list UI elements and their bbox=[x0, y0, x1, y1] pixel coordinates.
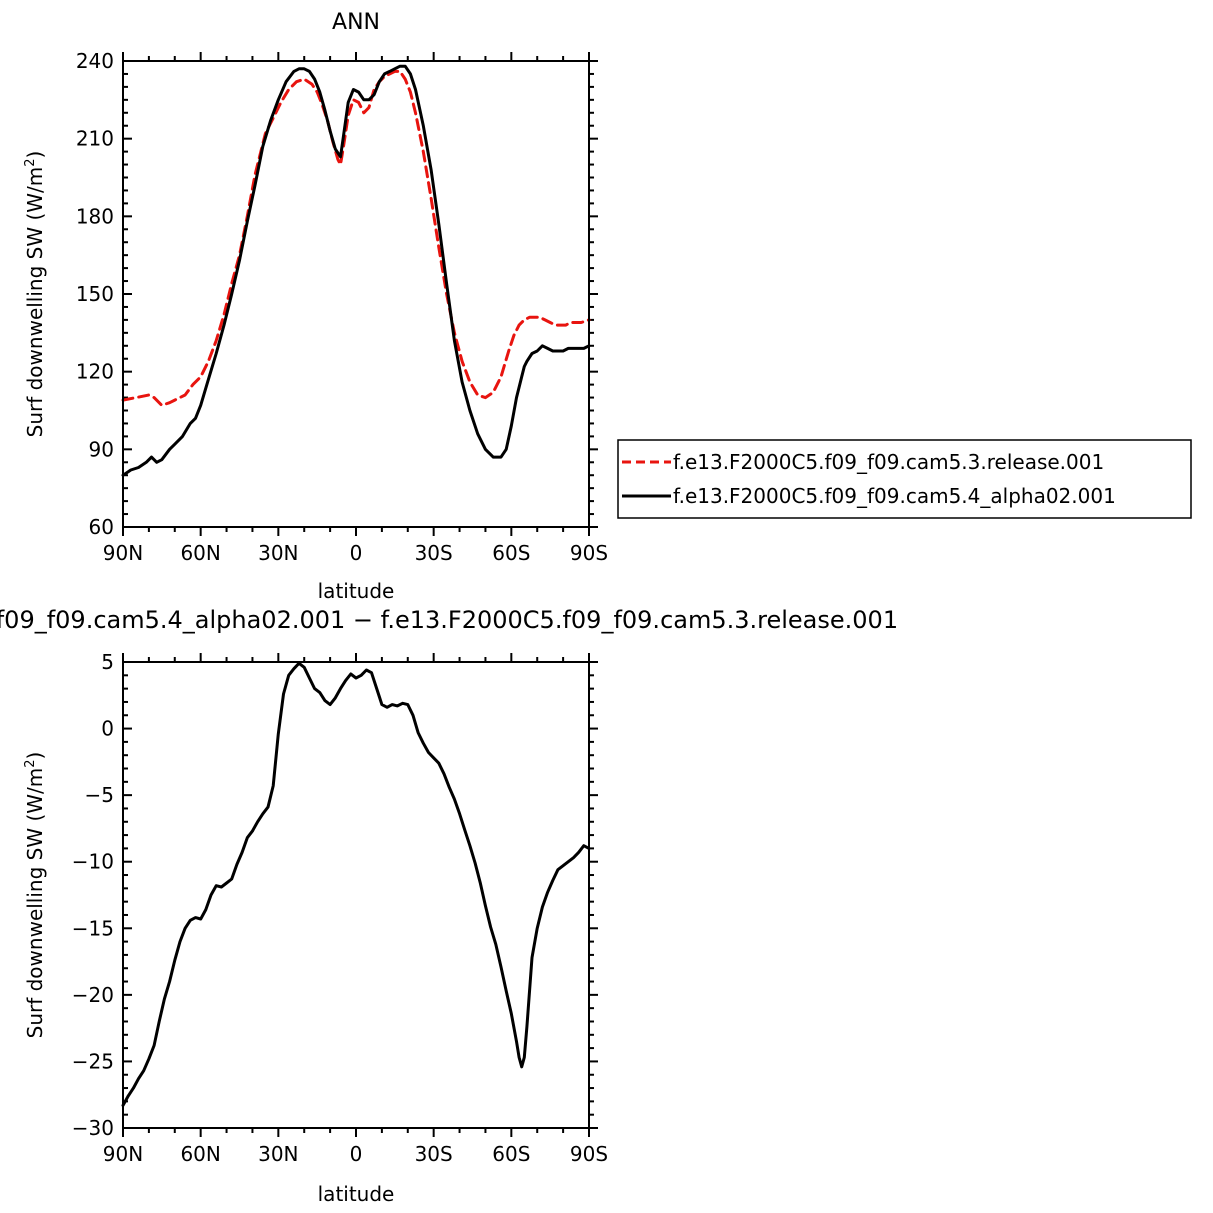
top-y-tick-label-210: 210 bbox=[76, 127, 114, 151]
top-x-tick-label-30s: 30S bbox=[415, 541, 453, 565]
legend: f.e13.F2000C5.f09_f09.cam5.3.release.001… bbox=[617, 439, 1192, 519]
bottom-series-line-difference bbox=[121, 661, 591, 1107]
bottom-y-axis-label: Surf downwelling SW (W/m2) bbox=[23, 752, 47, 1039]
top-x-tick-label-60s: 60S bbox=[492, 541, 530, 565]
bottom-x-tick-label-30n: 30N bbox=[258, 1142, 298, 1166]
top-x-tick-label-0: 0 bbox=[350, 541, 363, 565]
bottom-x-tick-label-0: 0 bbox=[350, 1142, 363, 1166]
bottom-x-tick-label-90n: 90N bbox=[103, 1142, 143, 1166]
top-y-tick-label-90: 90 bbox=[89, 437, 114, 461]
bottom-y-tick-label-30: −30 bbox=[72, 1116, 114, 1140]
bottom-y-tick-label-25: −25 bbox=[72, 1049, 114, 1073]
bottom-series-group bbox=[121, 661, 591, 1107]
bottom-x-tick-label-30s: 30S bbox=[415, 1142, 453, 1166]
bottom-y-tick-label-20: −20 bbox=[72, 983, 114, 1007]
bottom-y-tick-label-5: 5 bbox=[101, 650, 114, 674]
top-panel: ANN latitude Surf downwelling SW (W/m2) … bbox=[23, 10, 608, 603]
top-y-tick-label-240: 240 bbox=[76, 49, 114, 73]
bottom-x-ticks: 90N 60N 30N 0 30S 60S 90S bbox=[103, 653, 608, 1166]
top-chart-title: ANN bbox=[332, 10, 380, 35]
bottom-x-tick-label-90s: 90S bbox=[570, 1142, 608, 1166]
top-series-line-f-e13-f2000c5-f09-f09-cam5-3-release-001 bbox=[121, 69, 591, 407]
top-x-ticks: 90N 60N 30N 0 30S 60S 90S bbox=[103, 52, 608, 565]
top-y-tick-label-150: 150 bbox=[76, 282, 114, 306]
top-y-tick-label-180: 180 bbox=[76, 204, 114, 228]
bottom-x-tick-label-60n: 60N bbox=[180, 1142, 220, 1166]
bottom-panel: f.e13.F2000C5.f09_f09.cam5.4_alpha02.001… bbox=[0, 606, 898, 1206]
bottom-y-tick-label-5: −5 bbox=[85, 783, 114, 807]
top-series-line-f-e13-f2000c5-f09-f09-cam5-4-alpha02-001 bbox=[121, 64, 591, 477]
bottom-y-ticks: 5 0 −5 −10 −15 −20 −25 −30 bbox=[72, 650, 598, 1140]
top-y-tick-label-60: 60 bbox=[89, 515, 114, 539]
bottom-y-tick-label-0: 0 bbox=[101, 717, 114, 741]
legend-box bbox=[617, 439, 1192, 519]
bottom-plot-frame bbox=[122, 661, 590, 1129]
legend-label-release: f.e13.F2000C5.f09_f09.cam5.3.release.001 bbox=[673, 450, 1104, 474]
top-x-tick-label-90s: 90S bbox=[570, 541, 608, 565]
top-series-group bbox=[121, 64, 591, 477]
bottom-y-tick-label-15: −15 bbox=[72, 916, 114, 940]
top-x-tick-label-30n: 30N bbox=[258, 541, 298, 565]
bottom-chart-title: f.e13.F2000C5.f09_f09.cam5.4_alpha02.001… bbox=[0, 606, 898, 634]
legend-label-alpha02: f.e13.F2000C5.f09_f09.cam5.4_alpha02.001 bbox=[673, 484, 1116, 508]
top-y-tick-label-120: 120 bbox=[76, 360, 114, 384]
top-x-axis-label: latitude bbox=[318, 579, 395, 603]
bottom-x-tick-label-60s: 60S bbox=[492, 1142, 530, 1166]
top-y-axis-label: Surf downwelling SW (W/m2) bbox=[23, 151, 47, 438]
bottom-y-tick-label-10: −10 bbox=[72, 850, 114, 874]
top-x-tick-label-60n: 60N bbox=[180, 541, 220, 565]
bottom-x-axis-label: latitude bbox=[318, 1182, 395, 1206]
top-x-tick-label-90n: 90N bbox=[103, 541, 143, 565]
top-plot-frame bbox=[122, 60, 590, 528]
top-y-ticks: 60 90 120 150 180 210 240 bbox=[76, 49, 598, 539]
